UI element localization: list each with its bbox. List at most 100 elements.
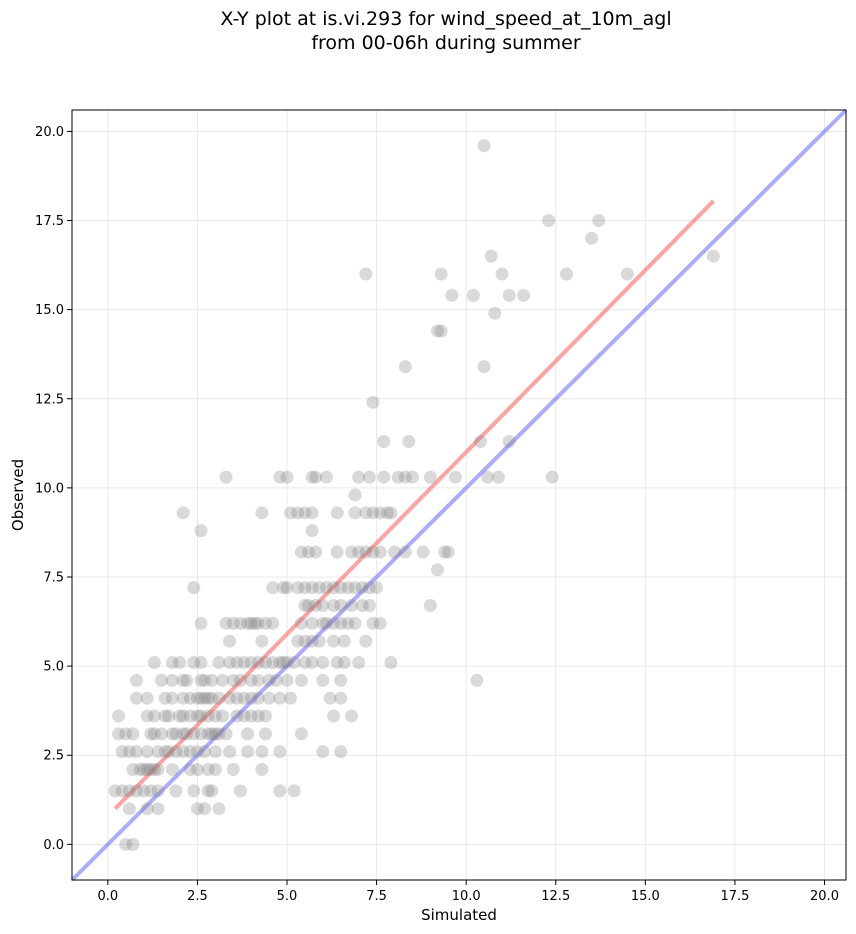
scatter-point — [316, 656, 330, 670]
scatter-point — [337, 634, 351, 648]
scatter-point — [495, 267, 509, 281]
scatter-point — [266, 616, 280, 630]
scatter-point — [183, 691, 197, 705]
scatter-point — [237, 691, 251, 705]
scatter-point — [180, 673, 194, 687]
scatter-point — [147, 709, 161, 723]
scatter-point — [176, 673, 190, 687]
scatter-point — [158, 709, 172, 723]
scatter-point — [384, 506, 398, 520]
y-tick-label: 17.5 — [35, 214, 64, 229]
scatter-point — [319, 470, 333, 484]
scatter-point — [466, 288, 480, 302]
scatter-point — [233, 784, 247, 798]
scatter-point — [169, 745, 183, 759]
scatter-point — [223, 656, 237, 670]
scatter-point — [205, 784, 219, 798]
scatter-point — [151, 745, 165, 759]
scatter-point — [294, 545, 308, 559]
scatter-point — [155, 673, 169, 687]
scatter-point — [198, 802, 212, 816]
scatter-point — [201, 709, 215, 723]
grid-lines — [72, 110, 846, 880]
scatter-point — [137, 784, 151, 798]
scatter-point — [183, 762, 197, 776]
scatter-point — [212, 802, 226, 816]
scatter-point — [273, 656, 287, 670]
scatter-point — [316, 673, 330, 687]
scatter-point — [144, 784, 158, 798]
scatter-point — [448, 470, 462, 484]
scatter-point — [441, 545, 455, 559]
scatter-point — [284, 691, 298, 705]
scatter-point — [334, 691, 348, 705]
scatter-point — [140, 745, 154, 759]
scatter-point — [355, 599, 369, 613]
scatter-point — [115, 784, 129, 798]
scatter-point — [201, 727, 215, 741]
scatter-point — [130, 691, 143, 705]
scatter-point — [327, 709, 341, 723]
scatter-point — [398, 545, 412, 559]
scatter-point — [276, 581, 290, 595]
scatter-point — [165, 691, 179, 705]
scatter-point — [194, 524, 208, 538]
scatter-point — [309, 545, 323, 559]
scatter-point — [305, 524, 319, 538]
y-tick-label: 10.0 — [35, 481, 64, 496]
y-tick-label: 20.0 — [35, 125, 64, 140]
scatter-point — [194, 691, 208, 705]
scatter-point — [273, 691, 287, 705]
scatter-point — [359, 545, 373, 559]
scatter-point — [208, 745, 222, 759]
scatter-point — [362, 581, 376, 595]
scatter-point — [190, 691, 204, 705]
scatter-point — [560, 267, 573, 281]
y-tick-label: 5.0 — [43, 660, 64, 675]
scatter-point — [262, 673, 276, 687]
scatter-point — [280, 470, 294, 484]
scatter-point — [212, 727, 226, 741]
scatter-point — [431, 324, 444, 338]
scatter-point — [198, 691, 212, 705]
scatter-point — [115, 745, 129, 759]
scatter-point — [230, 691, 244, 705]
scatter-point — [230, 709, 244, 723]
scatter-point — [348, 616, 362, 630]
scatter-point — [208, 762, 222, 776]
scatter-point — [327, 616, 341, 630]
scatter-point — [223, 691, 237, 705]
scatter-point — [423, 599, 437, 613]
scatter-point — [298, 634, 312, 648]
scatter-point — [377, 470, 391, 484]
scatter-point — [151, 784, 165, 798]
scatter-point — [334, 599, 348, 613]
scatter-point — [484, 249, 498, 263]
scatter-point — [359, 267, 373, 281]
scatter-point — [373, 545, 387, 559]
scatter-point — [223, 634, 237, 648]
x-axis-ticks: 0.0 2.5 5.0 7.5 10.0 12.5 15.0 17.5 20.0 — [97, 880, 839, 904]
scatter-point — [398, 360, 412, 374]
scatter-point — [305, 581, 319, 595]
scatter-point — [330, 545, 344, 559]
scatter-point — [287, 784, 301, 798]
scatter-point — [251, 656, 265, 670]
x-tick-label: 20.0 — [810, 889, 839, 904]
scatter-point — [341, 616, 355, 630]
x-tick-label: 2.5 — [187, 889, 208, 904]
scatter-point — [474, 435, 487, 449]
scatter-point — [294, 727, 308, 741]
scatter-point — [502, 435, 516, 449]
scatter-point — [190, 709, 204, 723]
scatter-point — [431, 563, 444, 577]
scatter-point — [226, 762, 240, 776]
scatter-point — [706, 249, 720, 263]
x-tick-label: 12.5 — [541, 889, 570, 904]
scatter-point — [176, 709, 190, 723]
scatter-point — [316, 599, 330, 613]
scatter-point — [165, 762, 179, 776]
scatter-point — [273, 470, 287, 484]
scatter-point — [373, 506, 387, 520]
x-tick-label: 0.0 — [97, 889, 118, 904]
